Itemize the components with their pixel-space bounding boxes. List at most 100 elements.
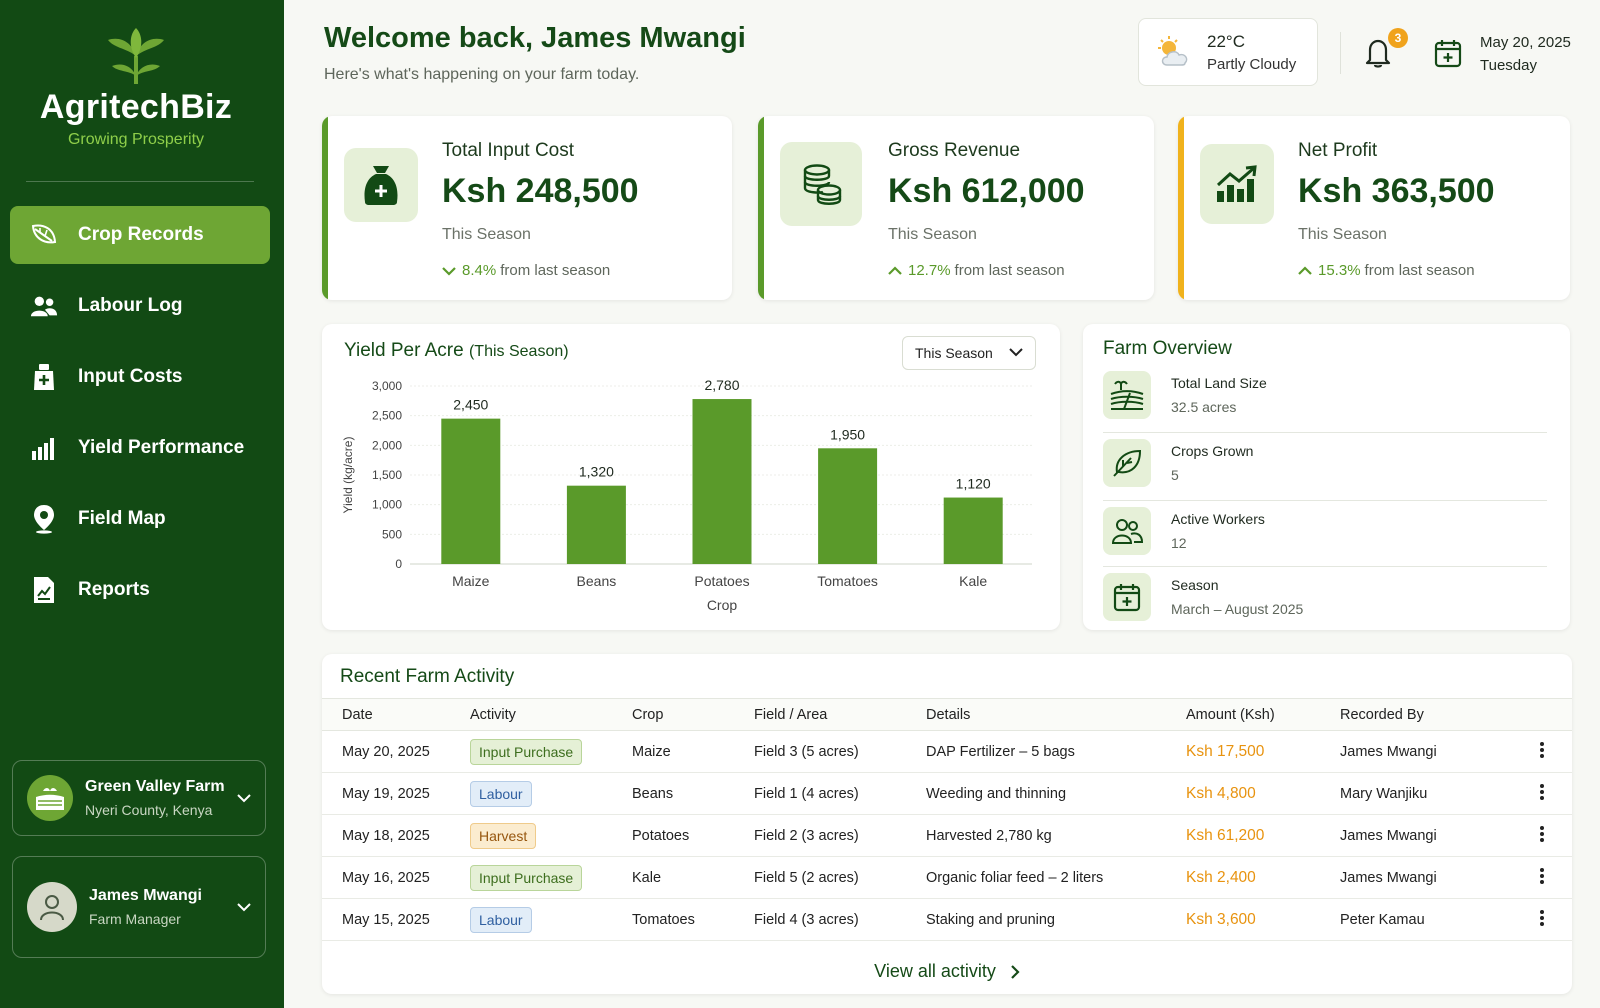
season-select[interactable]: This Season [902,336,1036,370]
current-date: May 20, 2025 Tuesday [1480,34,1571,74]
stat-value: Ksh 612,000 [888,172,1085,210]
nav-item-crop-records[interactable]: Crop Records [10,206,270,264]
column-header-actions [1512,698,1572,731]
cell-crop: Tomatoes [632,898,754,941]
stat-value: Ksh 363,500 [1298,172,1495,210]
bell-icon[interactable] [1364,36,1392,68]
map-pin-icon [30,505,58,534]
stat-change-text: from last season [1364,262,1475,279]
overview-value: 12 [1171,535,1187,551]
chevron-up-icon [888,265,902,275]
column-header[interactable]: Amount (Ksh) [1186,698,1340,731]
overview-label: Crops Grown [1171,443,1254,459]
cell-crop: Kale [632,856,754,899]
cell-details: Staking and pruning [926,898,1186,941]
more-vertical-icon[interactable] [1539,867,1545,885]
table-row[interactable]: May 15, 2025 Labour Tomatoes Field 4 (3 acr… [322,898,1572,941]
nav-item-input-costs[interactable]: Input Costs [10,348,270,406]
cell-field: Field 3 (5 acres) [754,730,926,773]
table-row[interactable]: May 16, 2025 Input Purchase Kale Field 5 (2… [322,856,1572,899]
nav-item-reports[interactable]: Reports [10,561,270,619]
activity-title: Recent Farm Activity [340,666,515,687]
accent-bar [758,116,764,300]
nav-item-yield-performance[interactable]: Yield Performance [10,419,270,477]
activity-badge: Input Purchase [470,864,583,891]
farm-location: Nyeri County, Kenya [85,802,213,818]
stat-period: This Season [442,226,531,243]
nav-item-field-map[interactable]: Field Map [10,490,270,548]
user-name: James Mwangi [89,887,202,904]
activity-badge: Labour [470,906,532,933]
overview-label: Season [1171,577,1219,593]
more-vertical-icon[interactable] [1539,741,1545,759]
cell-activity: Harvest [470,814,632,857]
overview-value: 5 [1171,467,1179,483]
user-menu[interactable]: James Mwangi Farm Manager [12,856,266,958]
cell-recorded-by: James Mwangi [1340,856,1512,899]
chevron-down-icon [442,266,456,276]
bar-tomatoes [818,448,878,564]
activity-badge: Labour [470,780,532,807]
brand-tagline: Growing Prosperity [67,131,205,148]
table-row[interactable]: May 18, 2025 Harvest Potatoes Field 2 (3 ac… [322,814,1572,857]
cell-activity: Input Purchase [470,856,632,899]
column-header[interactable]: Details [926,698,1186,731]
divider [1103,566,1547,567]
calendar-icon [1103,573,1151,621]
more-vertical-icon[interactable] [1539,783,1545,801]
bar-chart-icon [30,434,58,462]
y-axis-label: Yield (kg/acre) [341,437,355,514]
data-label: 1,320 [579,464,614,480]
yield-chart-card: Yield Per Acre (This Season) This Season… [322,324,1060,630]
data-label: 2,780 [704,377,739,393]
y-tick-label: 0 [395,557,402,571]
chevron-down-icon [237,794,251,803]
nav-label: Input Costs [78,366,183,387]
column-header[interactable]: Field / Area [754,698,926,731]
cell-details: Organic foliar feed – 2 liters [926,856,1186,899]
stat-change-text: from last season [500,262,611,279]
cell-date: May 16, 2025 [322,856,470,899]
overview-label: Total Land Size [1171,375,1267,391]
column-header[interactable]: Crop [632,698,754,731]
page-subtitle: Here's what's happening on your farm tod… [324,66,640,83]
calendar-icon[interactable] [1434,38,1462,68]
more-vertical-icon[interactable] [1539,825,1545,843]
stat-change-pct: 8.4% [462,262,497,279]
chart-title: Yield Per Acre (This Season) [344,340,569,362]
stat-change-pct: 12.7% [908,262,951,279]
column-header[interactable]: Activity [470,698,632,731]
activity-badge: Input Purchase [470,738,583,765]
weather-widget: 22°C Partly Cloudy [1138,18,1318,86]
table-row[interactable]: May 19, 2025 Labour Beans Field 1 (4 acres)… [322,772,1572,815]
cell-date: May 15, 2025 [322,898,470,941]
nav-item-labour-log[interactable]: Labour Log [10,277,270,335]
column-header[interactable]: Date [322,698,470,731]
cell-recorded-by: Mary Wanjiku [1340,772,1512,815]
row-actions [1512,856,1572,899]
view-all-activity-link[interactable]: View all activity [322,961,1572,982]
y-tick-label: 2,000 [372,438,402,452]
stat-card-net-profit: Net Profit Ksh 363,500 This Season 15.3%… [1178,116,1570,300]
data-label: 1,120 [956,476,991,492]
money-bag-icon [344,148,418,222]
more-vertical-icon[interactable] [1539,909,1545,927]
divider [1103,432,1547,433]
nav-label: Crop Records [78,224,204,245]
cell-recorded-by: James Mwangi [1340,730,1512,773]
column-header[interactable]: Recorded By [1340,698,1512,731]
y-tick-label: 1,000 [372,498,402,512]
weather-temp: 22°C [1207,31,1245,51]
cell-crop: Beans [632,772,754,815]
stat-title: Total Input Cost [442,140,575,161]
leaf-icon [1103,439,1151,487]
date-text: May 20, 2025 [1480,34,1571,51]
cell-amount: Ksh 17,500 [1186,730,1340,773]
table-row[interactable]: May 20, 2025 Input Purchase Maize Field 3 (… [322,730,1572,773]
stat-change-pct: 15.3% [1318,262,1361,279]
x-tick-label: Beans [577,573,617,589]
brand-name: AgritechBiz [39,88,233,126]
stat-change: 12.7% from last season [888,262,1065,279]
weather-condition: Partly Cloudy [1207,55,1297,73]
farm-switcher[interactable]: Green Valley Farm Nyeri County, Kenya [12,760,266,836]
